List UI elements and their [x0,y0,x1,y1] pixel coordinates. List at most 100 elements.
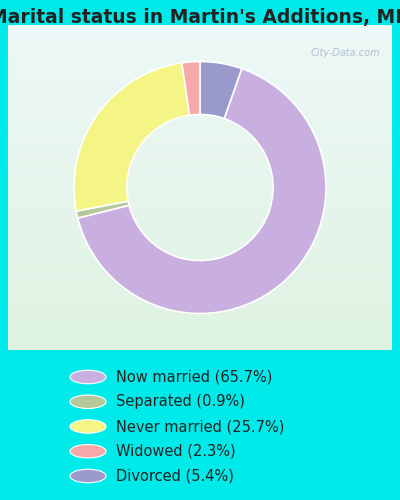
Bar [8,95,392,96]
Bar [8,196,392,197]
Bar [8,121,392,122]
Bar [8,136,392,137]
Bar [8,322,392,324]
Bar [8,270,392,272]
Bar [8,32,392,33]
Bar [8,228,392,230]
Bar [8,300,392,301]
Bar [8,60,392,62]
Bar [8,308,392,310]
Bar [8,275,392,277]
Bar [8,189,392,190]
Bar [8,118,392,119]
Bar [8,35,392,36]
Bar [8,188,392,189]
Bar [8,285,392,286]
Bar [8,290,392,292]
Bar [8,192,392,194]
Wedge shape [182,62,200,115]
Bar [8,154,392,155]
Bar [8,176,392,178]
Bar [8,306,392,308]
Bar [8,44,392,46]
Bar [8,134,392,136]
Bar [8,244,392,246]
Wedge shape [74,63,190,211]
Bar [8,301,392,303]
Bar [8,200,392,202]
Bar [8,166,392,168]
Bar [8,52,392,54]
Bar [8,266,392,267]
Bar [8,69,392,70]
Bar [8,104,392,106]
Bar [8,173,392,174]
Bar [8,212,392,214]
Bar [8,293,392,294]
Bar [8,286,392,288]
Bar [8,269,392,270]
Bar [8,256,392,258]
Bar [8,137,392,138]
Bar [8,62,392,64]
Bar [8,93,392,95]
Bar [8,345,392,347]
Bar [8,102,392,103]
Bar [8,208,392,210]
Bar [8,170,392,171]
Bar [8,106,392,108]
Bar [8,126,392,128]
Bar [8,84,392,85]
Bar [8,194,392,196]
Bar [8,274,392,275]
Bar [8,316,392,318]
Bar [8,155,392,156]
Bar [8,108,392,110]
Bar [8,337,392,338]
Bar [8,116,392,117]
Bar [8,298,392,300]
Bar [8,178,392,180]
Bar [8,303,392,304]
Bar [8,40,392,42]
Bar [8,336,392,337]
Bar [8,296,392,298]
Bar [8,158,392,160]
Bar [8,28,392,30]
Bar [8,230,392,232]
Bar [8,165,392,166]
Bar [8,160,392,162]
Bar [8,148,392,150]
Bar [8,312,392,314]
Bar [8,258,392,259]
Bar [8,254,392,256]
Bar [8,100,392,102]
Bar [8,184,392,186]
Bar [8,243,392,244]
Bar [8,103,392,104]
Bar [8,122,392,124]
Circle shape [70,444,106,458]
Bar [8,304,392,306]
Bar [8,33,392,35]
Bar [8,206,392,207]
Bar [8,156,392,158]
Bar [8,110,392,111]
Bar [8,259,392,260]
Bar [8,334,392,336]
Bar [8,210,392,212]
Bar [8,282,392,284]
Bar [8,72,392,74]
Bar [8,38,392,40]
Bar [8,113,392,114]
Bar [8,180,392,181]
Bar [8,342,392,344]
Bar [8,324,392,326]
Bar [8,66,392,67]
Bar [8,233,392,234]
Bar [8,36,392,38]
Bar [8,223,392,225]
Bar [8,251,392,252]
Bar [8,119,392,121]
Bar [8,96,392,98]
